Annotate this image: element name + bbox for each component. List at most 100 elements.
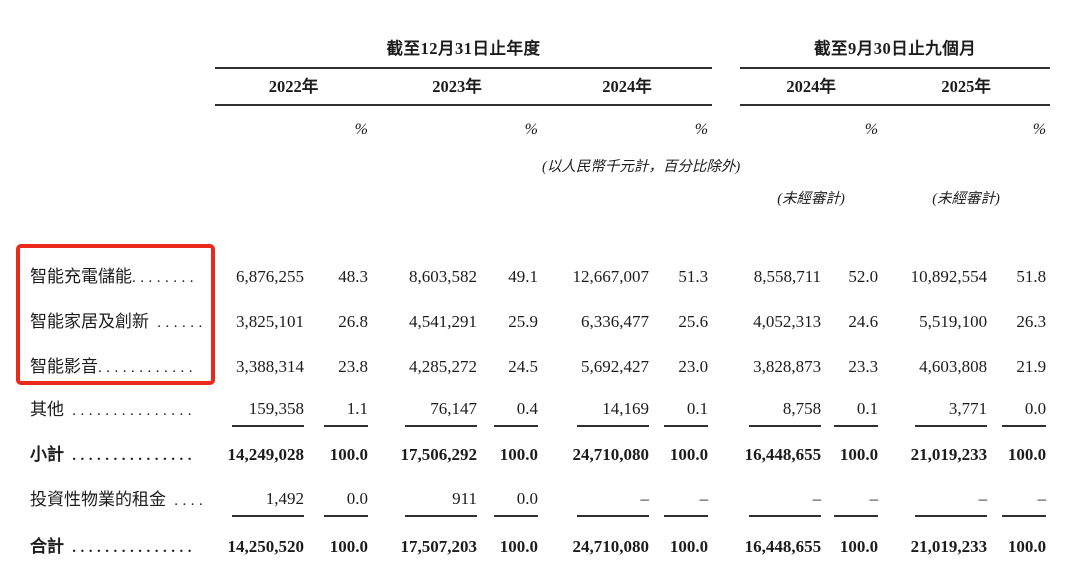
cell: 25.6 — [678, 312, 709, 331]
cell: – — [749, 489, 822, 517]
cell: – — [1002, 489, 1047, 517]
year-header-2022: 2022年 — [215, 68, 372, 106]
cell: 26.3 — [1016, 312, 1047, 331]
table-row-others: 其他 ............... 159,358 1.1 76,147 0.… — [0, 387, 1050, 430]
cell: 0.0 — [1002, 399, 1047, 427]
table-row-investment-property-rent: 投資性物業的租金 .... 1,492 0.0 911 0.0 – – – – … — [0, 475, 1050, 520]
percent-symbol: % — [524, 121, 538, 138]
cell: 12,667,007 — [572, 267, 650, 286]
row-label: 投資性物業的租金 — [30, 490, 166, 509]
row-label: 智能家居及創新 — [30, 312, 149, 331]
cell: 21,019,233 — [910, 537, 988, 556]
leader-dots: ............... — [64, 540, 196, 556]
cell: 100.0 — [1007, 445, 1047, 464]
leader-dots: ............ — [98, 360, 197, 376]
unaudited-note: (未經審計) — [777, 191, 845, 207]
percent-symbol: % — [694, 121, 709, 138]
cell: 14,169 — [577, 399, 649, 427]
cell: 100.0 — [839, 445, 879, 464]
cell: 4,541,291 — [409, 312, 477, 331]
currency-note-row: (以人民幣千元計，百分比除外) — [0, 148, 1050, 180]
cell: 4,603,808 — [919, 357, 988, 376]
table-row-smart-av: 智能影音............ 3,388,314 23.8 4,285,27… — [0, 342, 1050, 387]
unaudited-note-row: (未經審計) (未經審計) — [0, 180, 1050, 212]
cell: 8,558,711 — [753, 267, 822, 286]
cell: 6,336,477 — [581, 312, 649, 331]
cell: 3,828,873 — [753, 357, 822, 376]
cell: 0.0 — [324, 489, 368, 517]
cell: 51.8 — [1016, 267, 1047, 286]
cell: 0.0 — [494, 489, 538, 517]
cell: 24.5 — [508, 357, 538, 376]
cell: 24,710,080 — [572, 445, 650, 464]
cell: 0.4 — [494, 399, 538, 427]
percent-symbol: % — [1032, 121, 1047, 138]
period-header-row: 截至12月31日止年度 截至9月30日止九個月 — [0, 30, 1051, 69]
cell: 100.0 — [329, 445, 368, 464]
table-row-smart-home: 智能家居及創新 ...... 3,825,101 26.8 4,541,291 … — [0, 297, 1050, 342]
cell: 16,448,655 — [744, 445, 822, 464]
cell: – — [834, 489, 879, 517]
leader-dots: .... — [166, 493, 208, 509]
table-row-smart-charging: 智能充電儲能........ 6,876,255 48.3 8,603,582 … — [0, 252, 1050, 297]
cell: 5,519,100 — [919, 312, 988, 331]
cell: 25.9 — [508, 312, 538, 331]
cell: 100.0 — [669, 445, 709, 464]
cell: – — [664, 489, 709, 517]
cell: 100.0 — [499, 445, 538, 464]
cell: 4,285,272 — [409, 357, 477, 376]
cell: 0.1 — [834, 399, 879, 427]
cell: 1.1 — [324, 399, 368, 427]
currency-note: (以人民幣千元計，百分比除外) — [542, 159, 741, 175]
leader-dots: ............... — [64, 403, 196, 419]
row-label: 小計 — [30, 445, 64, 464]
percent-symbol: % — [864, 121, 879, 138]
cell: – — [577, 489, 649, 517]
spacer-row — [0, 212, 1050, 252]
table-row-total: 合計 ............... 14,250,520 100.0 17,5… — [0, 520, 1050, 567]
cell: 100.0 — [839, 537, 879, 556]
cell: 26.8 — [338, 312, 368, 331]
cell: 17,506,292 — [400, 445, 478, 464]
cell: 24.6 — [848, 312, 879, 331]
cell: 3,771 — [915, 399, 988, 427]
cell: 17,507,203 — [400, 537, 478, 556]
leader-dots: ........ — [132, 270, 198, 286]
cell: 100.0 — [1007, 537, 1047, 556]
leader-dots: ............... — [64, 448, 196, 464]
cell: 100.0 — [499, 537, 538, 556]
cell: 49.1 — [508, 267, 538, 286]
cell: 23.8 — [338, 357, 368, 376]
cell: 3,825,101 — [236, 312, 304, 331]
period-header-interim: 截至9月30日止九個月 — [740, 30, 1051, 69]
percent-header-row: % % % % % — [0, 105, 1050, 148]
cell: 4,052,313 — [753, 312, 822, 331]
row-label: 智能充電儲能 — [30, 267, 132, 286]
year-header-2023: 2023年 — [372, 68, 542, 106]
cell: 0.1 — [664, 399, 709, 427]
percent-symbol: % — [354, 121, 368, 138]
cell: 5,692,427 — [581, 357, 649, 376]
cell: 6,876,255 — [236, 267, 304, 286]
year-header-row: 2022年 2023年 2024年 2024年 2025年 — [0, 68, 1051, 106]
cell: 76,147 — [405, 399, 477, 427]
cell: 21.9 — [1016, 357, 1047, 376]
cell: 51.3 — [678, 267, 709, 286]
year-header-2024-9m: 2024年 — [740, 68, 883, 106]
cell: 159,358 — [232, 399, 304, 427]
period-header-annual: 截至12月31日止年度 — [215, 30, 713, 69]
cell: 8,603,582 — [409, 267, 477, 286]
cell: 14,249,028 — [227, 445, 305, 464]
row-label: 合計 — [30, 537, 64, 556]
cell: 52.0 — [848, 267, 879, 286]
column-gap — [712, 30, 740, 68]
cell: – — [915, 489, 988, 517]
cell: 1,492 — [232, 489, 304, 517]
year-header-2024: 2024年 — [542, 68, 713, 106]
cell: 3,388,314 — [236, 357, 304, 376]
segment-revenue-table: 截至12月31日止年度 截至9月30日止九個月 2022年 2023年 2024… — [0, 30, 1051, 567]
row-label: 智能影音 — [30, 357, 98, 376]
cell: 16,448,655 — [744, 537, 822, 556]
cell: 23.0 — [678, 357, 709, 376]
